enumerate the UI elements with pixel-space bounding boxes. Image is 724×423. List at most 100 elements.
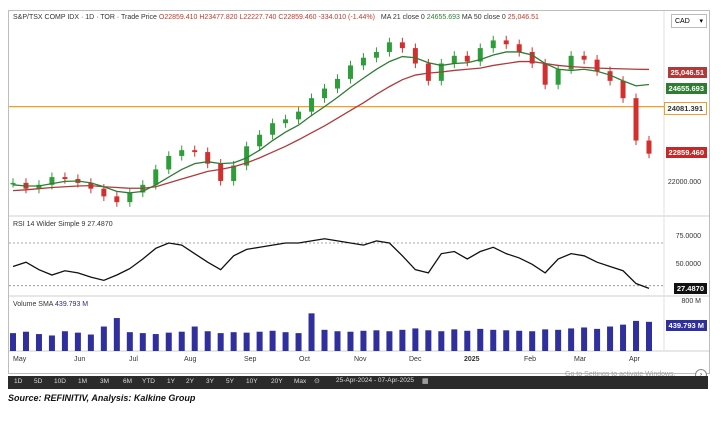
volume-bar [399, 329, 406, 351]
candle-body [257, 134, 263, 147]
candle-body [646, 140, 652, 154]
rsi-legend: RSI 14 Wilder Simple 9 27.4870 [13, 221, 113, 228]
volume-bar [438, 331, 445, 351]
volume-bar [607, 326, 614, 351]
volume-bar [581, 327, 588, 351]
currency-select[interactable]: CAD ▾ [671, 14, 707, 28]
month-label-jun: Jun [74, 356, 86, 363]
hline-tag: 24081.391 [663, 102, 707, 115]
volume-bar [269, 330, 276, 351]
candle-body [127, 192, 133, 203]
candle-body [205, 152, 211, 164]
candle-body [347, 65, 353, 79]
volume-bar [360, 330, 367, 351]
windows-watermark: Go to Settings to activate Windows. [565, 371, 676, 378]
candle-body [464, 55, 470, 62]
volume-bar [48, 335, 55, 351]
candle-body [386, 42, 392, 52]
ma21-value: 24655.693 [426, 14, 460, 21]
ma50-line [12, 60, 650, 192]
volume-bar [321, 329, 328, 351]
candle-body [10, 182, 16, 185]
candle-body [477, 48, 483, 62]
month-label-sep: Sep [244, 356, 257, 363]
range-button-10d[interactable]: 10D [54, 378, 66, 385]
range-button-6m[interactable]: 6M [123, 378, 133, 385]
range-button-2y[interactable]: 2Y [186, 378, 194, 385]
range-button-3m[interactable]: 3M [100, 378, 110, 385]
candle-body [36, 184, 42, 189]
chevron-down-icon: ▾ [699, 18, 703, 25]
candle-body [179, 150, 185, 156]
volume-bar [204, 331, 211, 351]
candle-body [153, 169, 159, 185]
volume-bar [230, 332, 237, 351]
ma50-tag: 25,046.51 [667, 67, 707, 78]
candle-body [516, 44, 522, 52]
candle-body [296, 111, 302, 120]
volume-bar [10, 333, 16, 351]
volume-bar [386, 331, 393, 351]
last-price-tag: 22859.460 [665, 147, 707, 158]
candle-body [166, 155, 172, 170]
date-range[interactable]: 25-Apr-2024 - 07-Apr-2025 [336, 377, 415, 384]
range-button-3y[interactable]: 3Y [206, 378, 214, 385]
candle-body [607, 71, 613, 81]
range-button-max[interactable]: Max [294, 378, 307, 385]
month-label-2025: 2025 [464, 356, 480, 363]
volume-bar [516, 330, 523, 351]
candle-body [373, 51, 379, 58]
candle-body [283, 119, 289, 124]
month-label-nov: Nov [354, 356, 367, 363]
volume-bar [282, 332, 289, 351]
range-button-1m[interactable]: 1M [78, 378, 88, 385]
volume-bar [100, 326, 107, 351]
volume-tick-800: 800 M [681, 298, 701, 305]
volume-bar [633, 320, 640, 351]
volume-bar [87, 334, 94, 351]
candle-body [309, 98, 315, 112]
range-button-5y[interactable]: 5Y [226, 378, 234, 385]
candle-body [399, 42, 405, 49]
range-button-20y[interactable]: 20Y [271, 378, 283, 385]
month-label-may: May [13, 356, 27, 363]
volume-bar [61, 331, 68, 351]
volume-bar [74, 332, 81, 351]
settings-icon[interactable]: ⊙ [314, 378, 320, 385]
ma21-label: MA 21 close 0 [380, 14, 425, 21]
price-chart[interactable] [9, 11, 709, 373]
rsi-value: 27.4870 [87, 221, 113, 228]
range-button-1y[interactable]: 1Y [167, 378, 175, 385]
candle-body [270, 123, 276, 135]
candle-body [192, 150, 198, 153]
range-button-1d[interactable]: 1D [14, 378, 23, 385]
candle-body [322, 88, 328, 99]
volume-value: 439.793 M [55, 301, 89, 308]
volume-bar [152, 334, 159, 351]
range-button-5d[interactable]: 5D [34, 378, 43, 385]
candle-body [360, 57, 366, 66]
candle-body [49, 177, 55, 185]
volume-bar [217, 333, 224, 351]
volume-bar [308, 313, 315, 351]
volume-bar [191, 326, 198, 351]
candle-body [114, 196, 120, 203]
range-button-ytd[interactable]: YTD [142, 378, 155, 385]
volume-bar [529, 331, 536, 351]
range-button-10y[interactable]: 10Y [246, 378, 258, 385]
volume-bar [464, 330, 471, 351]
calendar-icon[interactable]: ▦ [422, 378, 429, 385]
volume-bar [503, 330, 510, 351]
candle-body [581, 55, 587, 60]
volume-bar [425, 330, 432, 351]
volume-bar [490, 329, 497, 351]
volume-bar [646, 321, 652, 351]
volume-bar [451, 329, 458, 351]
volume-bar [126, 332, 133, 351]
rsi-tick-75: 75.0000 [675, 233, 701, 240]
volume-bar [334, 331, 341, 351]
chart-legend: S&P/TSX COMP IDX · 1D · TOR · Trade Pric… [13, 14, 539, 21]
candle-body [490, 40, 496, 49]
volume-bar [165, 332, 172, 351]
volume-bar [139, 333, 146, 351]
